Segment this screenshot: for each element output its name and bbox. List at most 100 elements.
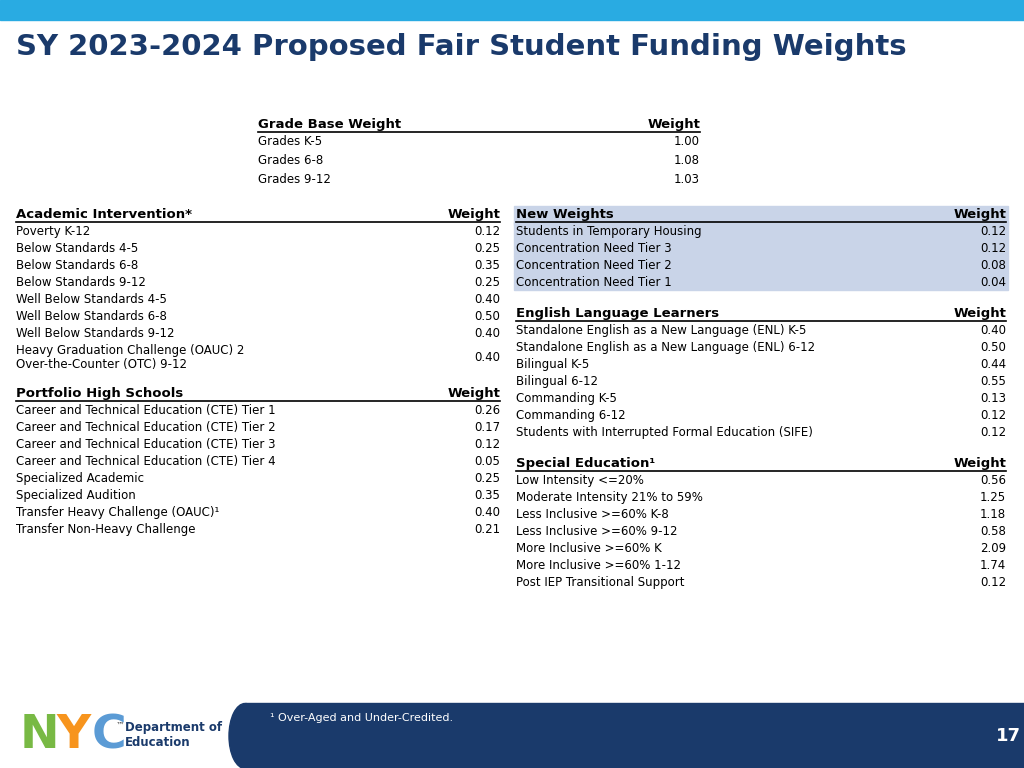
Text: 0.12: 0.12 <box>980 242 1006 255</box>
Text: Well Below Standards 4-5: Well Below Standards 4-5 <box>16 293 167 306</box>
Text: Career and Technical Education (CTE) Tier 2: Career and Technical Education (CTE) Tie… <box>16 421 275 434</box>
Text: Bilingual K-5: Bilingual K-5 <box>516 358 589 371</box>
Text: 2.09: 2.09 <box>980 542 1006 555</box>
Text: 0.08: 0.08 <box>980 259 1006 272</box>
Text: Standalone English as a New Language (ENL) K-5: Standalone English as a New Language (EN… <box>516 324 806 337</box>
Text: ™: ™ <box>116 720 124 730</box>
Text: 1.74: 1.74 <box>980 559 1006 572</box>
Text: Standalone English as a New Language (ENL) 6-12: Standalone English as a New Language (EN… <box>516 341 815 354</box>
Text: 0.05: 0.05 <box>474 455 500 468</box>
Text: 1.08: 1.08 <box>674 154 700 167</box>
Text: 0.55: 0.55 <box>980 375 1006 388</box>
Text: ¹ Over-Aged and Under-Credited.: ¹ Over-Aged and Under-Credited. <box>270 713 454 723</box>
Text: Commanding K-5: Commanding K-5 <box>516 392 616 405</box>
Text: 17: 17 <box>995 727 1021 745</box>
Text: Concentration Need Tier 2: Concentration Need Tier 2 <box>516 259 672 272</box>
Text: 0.12: 0.12 <box>980 576 1006 589</box>
Bar <box>0 703 1024 768</box>
Text: SY 2023-2024 Proposed Fair Student Funding Weights: SY 2023-2024 Proposed Fair Student Fundi… <box>16 33 906 61</box>
Text: English Language Learners: English Language Learners <box>516 307 719 320</box>
Text: Career and Technical Education (CTE) Tier 4: Career and Technical Education (CTE) Tie… <box>16 455 275 468</box>
Text: Grade Base Weight: Grade Base Weight <box>258 118 401 131</box>
Text: Specialized Academic: Specialized Academic <box>16 472 144 485</box>
Text: Weight: Weight <box>447 387 500 400</box>
Text: Commanding 6-12: Commanding 6-12 <box>516 409 626 422</box>
Text: 0.40: 0.40 <box>980 324 1006 337</box>
Text: 0.21: 0.21 <box>474 523 500 536</box>
Bar <box>514 239 1008 256</box>
Text: Concentration Need Tier 1: Concentration Need Tier 1 <box>516 276 672 289</box>
Text: Portfolio High Schools: Portfolio High Schools <box>16 387 183 400</box>
Text: 0.40: 0.40 <box>474 351 500 364</box>
Text: 0.35: 0.35 <box>474 259 500 272</box>
Text: Transfer Heavy Challenge (OAUC)¹: Transfer Heavy Challenge (OAUC)¹ <box>16 506 219 519</box>
Text: 0.12: 0.12 <box>474 225 500 238</box>
Text: 0.44: 0.44 <box>980 358 1006 371</box>
Text: Weight: Weight <box>447 208 500 221</box>
Text: Special Education¹: Special Education¹ <box>516 457 655 470</box>
Text: 0.12: 0.12 <box>980 225 1006 238</box>
Text: Weight: Weight <box>953 457 1006 470</box>
Text: 0.40: 0.40 <box>474 506 500 519</box>
Bar <box>514 222 1008 239</box>
Text: Bilingual 6-12: Bilingual 6-12 <box>516 375 598 388</box>
Text: Department of: Department of <box>125 721 222 734</box>
Text: Transfer Non-Heavy Challenge: Transfer Non-Heavy Challenge <box>16 523 196 536</box>
Text: 1.03: 1.03 <box>674 173 700 186</box>
Text: Below Standards 6-8: Below Standards 6-8 <box>16 259 138 272</box>
Bar <box>245 703 1024 768</box>
Text: 0.12: 0.12 <box>980 426 1006 439</box>
Text: Career and Technical Education (CTE) Tier 1: Career and Technical Education (CTE) Tie… <box>16 404 275 417</box>
Text: Grades 6-8: Grades 6-8 <box>258 154 324 167</box>
Bar <box>0 0 1024 20</box>
Text: 0.58: 0.58 <box>980 525 1006 538</box>
Text: 0.35: 0.35 <box>474 489 500 502</box>
Text: Moderate Intensity 21% to 59%: Moderate Intensity 21% to 59% <box>516 491 702 504</box>
Text: Post IEP Transitional Support: Post IEP Transitional Support <box>516 576 684 589</box>
Text: Weight: Weight <box>647 118 700 131</box>
Text: 0.26: 0.26 <box>474 404 500 417</box>
Text: Well Below Standards 6-8: Well Below Standards 6-8 <box>16 310 167 323</box>
Text: 0.25: 0.25 <box>474 276 500 289</box>
Text: 0.50: 0.50 <box>474 310 500 323</box>
Text: Poverty K-12: Poverty K-12 <box>16 225 90 238</box>
Text: Specialized Audition: Specialized Audition <box>16 489 136 502</box>
Text: 0.50: 0.50 <box>980 341 1006 354</box>
Text: 0.17: 0.17 <box>474 421 500 434</box>
Text: 0.40: 0.40 <box>474 327 500 340</box>
Text: 0.04: 0.04 <box>980 276 1006 289</box>
Text: Below Standards 9-12: Below Standards 9-12 <box>16 276 145 289</box>
Text: Less Inclusive >=60% 9-12: Less Inclusive >=60% 9-12 <box>516 525 678 538</box>
Text: 0.25: 0.25 <box>474 242 500 255</box>
Text: Academic Intervention*: Academic Intervention* <box>16 208 193 221</box>
Text: 0.40: 0.40 <box>474 293 500 306</box>
Text: Weight: Weight <box>953 208 1006 221</box>
Text: Grades K-5: Grades K-5 <box>258 135 323 148</box>
Text: N: N <box>20 713 59 759</box>
Text: Concentration Need Tier 3: Concentration Need Tier 3 <box>516 242 672 255</box>
Text: More Inclusive >=60% K: More Inclusive >=60% K <box>516 542 662 555</box>
Text: 1.00: 1.00 <box>674 135 700 148</box>
Text: C: C <box>92 713 127 759</box>
Text: Low Intensity <=20%: Low Intensity <=20% <box>516 474 644 487</box>
Text: Less Inclusive >=60% K-8: Less Inclusive >=60% K-8 <box>516 508 669 521</box>
Text: More Inclusive >=60% 1-12: More Inclusive >=60% 1-12 <box>516 559 681 572</box>
Text: Grades 9-12: Grades 9-12 <box>258 173 331 186</box>
Text: Heavy Graduation Challenge (OAUC) 2: Heavy Graduation Challenge (OAUC) 2 <box>16 344 245 357</box>
Text: 0.25: 0.25 <box>474 472 500 485</box>
Ellipse shape <box>229 703 261 768</box>
Text: 0.12: 0.12 <box>474 438 500 451</box>
Text: 0.13: 0.13 <box>980 392 1006 405</box>
Text: Weight: Weight <box>953 307 1006 320</box>
Bar <box>514 256 1008 273</box>
Text: Students in Temporary Housing: Students in Temporary Housing <box>516 225 701 238</box>
Text: Below Standards 4-5: Below Standards 4-5 <box>16 242 138 255</box>
Text: Students with Interrupted Formal Education (SIFE): Students with Interrupted Formal Educati… <box>516 426 813 439</box>
Text: 0.56: 0.56 <box>980 474 1006 487</box>
Text: Education: Education <box>125 737 190 750</box>
Bar <box>514 273 1008 290</box>
Bar <box>514 206 1008 225</box>
Text: 1.25: 1.25 <box>980 491 1006 504</box>
Text: Well Below Standards 9-12: Well Below Standards 9-12 <box>16 327 174 340</box>
Text: Y: Y <box>56 713 90 759</box>
